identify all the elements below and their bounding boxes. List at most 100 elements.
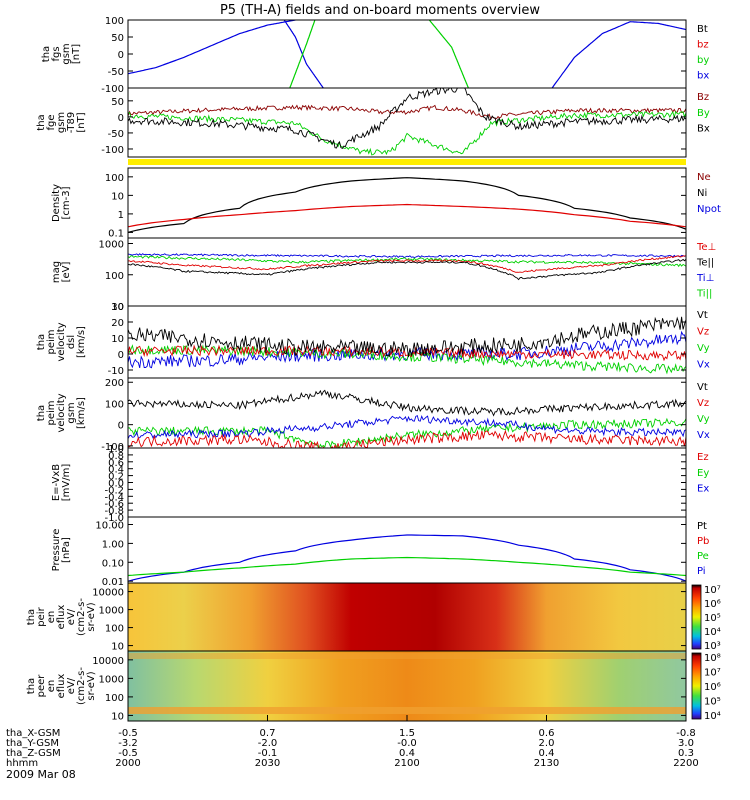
y-axis-label: velocity: [56, 393, 67, 432]
colorbar-tick-label: 10⁴: [704, 627, 721, 638]
y-tick-label: 100: [105, 271, 124, 282]
footer-row-value: -2.0: [258, 738, 278, 749]
y-tick-label: 0: [118, 421, 124, 432]
y-tick-label: 0.2: [108, 472, 124, 483]
panel-frame: [127, 447, 687, 518]
footer-row-value: -3.2: [118, 738, 138, 749]
series-line-0: [128, 177, 686, 233]
legend-entry: Vx: [697, 360, 710, 371]
colorbar: [691, 652, 702, 720]
legend-entry: Vz: [697, 327, 709, 338]
y-tick-label: 1000: [99, 606, 124, 617]
legend-entry: Ey: [697, 468, 709, 479]
legend-entry: Pe: [697, 551, 709, 562]
spectrogram-band: [128, 707, 686, 714]
series-line-2: [289, 20, 316, 88]
panel-7: 10.00 1.00 0.10 0.01 Pressure [nPa] Pt Pb Pe Pi: [51, 516, 709, 588]
series-line-2: [128, 255, 686, 273]
legend-entry: bx: [697, 71, 709, 82]
legend-entry: Vy: [697, 343, 710, 354]
series-line-2: [128, 429, 686, 448]
y-tick-label: 10: [111, 642, 124, 653]
y-tick-label: 0.4: [108, 465, 124, 476]
y-tick-label: 0.10: [102, 558, 124, 569]
footer-row-value: 0.6: [539, 728, 555, 739]
footer-row-label: tha_Y-GSM: [6, 738, 59, 749]
footer-row-value: 0.4: [539, 748, 555, 759]
y-axis-label: [nPa]: [61, 537, 72, 563]
legend-entry: Ez: [697, 452, 709, 463]
y-tick-label: -0.2: [104, 485, 124, 496]
footer-row-value: 3.0: [678, 738, 694, 749]
footer-row-label: tha_X-GSM: [6, 728, 60, 739]
footer-row-value: -0.5: [118, 748, 138, 759]
spectrogram-band: [128, 653, 686, 659]
y-tick-label: 0.6: [108, 458, 124, 469]
y-tick-label: -0.4: [104, 492, 124, 503]
y-tick-label: 0.01: [102, 577, 124, 588]
y-axis-label: [mV/m]: [61, 464, 72, 502]
series-group: [128, 389, 686, 448]
figure-title: P5 (TH-A) fields and on-board moments ov…: [220, 3, 540, 18]
footer-row-value: 1.5: [399, 728, 415, 739]
y-axis-label: velocity: [56, 322, 67, 361]
series-line-1: [128, 110, 686, 156]
y-tick-label: -1.0: [104, 513, 124, 524]
series-line-0: [128, 534, 686, 582]
y-axis-label: (cm2-s-: [76, 667, 87, 705]
y-axis-label: peer: [36, 674, 47, 698]
panel-1: 50 0 -50 -100 tha fge gsm -T89 [nT] Bz By Bx: [36, 87, 710, 165]
legend-entry: Ne: [697, 172, 711, 183]
y-axis-label: tha: [36, 405, 47, 421]
y-axis-label: [nT]: [71, 44, 82, 64]
footer-row-value: 2.0: [539, 738, 555, 749]
footer-row-value: 0.4: [399, 748, 415, 759]
y-tick-label: -100: [101, 84, 124, 95]
y-tick-label: 20: [111, 318, 124, 329]
series-line-0: [128, 253, 686, 259]
y-tick-label: 100: [105, 399, 124, 410]
series-line-0: [128, 20, 296, 75]
series-line-4: [551, 21, 686, 88]
y-axis-label: eV/: [66, 608, 77, 625]
footer-row-value: 2200: [673, 758, 698, 769]
y-tick-label: 100: [105, 173, 124, 184]
y-axis-label: en: [46, 680, 57, 693]
y-axis-label: [km/s]: [76, 326, 87, 358]
y-axis-label: peim: [46, 400, 57, 425]
legend-entry: Npot: [697, 204, 721, 215]
panel-0: 100 50 0 -50 -100 tha fgs gsm [nT] Bt bz by bx: [41, 16, 709, 95]
y-tick-label: 1000: [99, 240, 124, 251]
footer-row-value: 0.3: [678, 748, 694, 759]
colorbar-tick-label: 10⁵: [704, 697, 721, 708]
colorbar-tick-label: 10⁷: [704, 585, 721, 596]
quality-flag-bar: [128, 159, 686, 165]
y-tick-label: -0.8: [104, 506, 124, 517]
y-axis-label: eflux: [56, 605, 67, 630]
y-axis-label: tha: [41, 46, 52, 62]
panel-frame: [127, 87, 687, 158]
y-tick-label: 100: [105, 693, 124, 704]
series-line-3: [128, 258, 686, 281]
y-axis-label: fgs: [51, 46, 62, 61]
y-tick-label: 200: [105, 378, 124, 389]
y-axis-label: dsl: [66, 335, 77, 349]
y-axis-label: tha: [26, 678, 37, 694]
colorbar-tick-label: 10⁵: [704, 613, 721, 624]
y-axis-label: en: [46, 611, 57, 624]
y-axis-label: eV/: [66, 677, 77, 694]
footer-row-value: 2000: [115, 758, 140, 769]
series-group: [128, 20, 686, 88]
y-axis-label: tha: [36, 334, 47, 350]
series-group: [128, 88, 686, 156]
panel-frame: [127, 377, 687, 449]
y-axis-label: sr-eV): [86, 602, 97, 631]
legend-entry: Vt: [697, 382, 708, 393]
legend-entry: Te||: [696, 258, 714, 269]
panel-6: 1.00.80.60.40.20.0-0.2-0.4-0.6-0.8-1.0 E=…: [51, 444, 709, 524]
y-tick-label: 100: [105, 16, 124, 27]
colorbar: [691, 584, 702, 650]
colorbar-tick-label: 10⁴: [704, 711, 721, 722]
y-tick-label: -100: [101, 145, 124, 156]
